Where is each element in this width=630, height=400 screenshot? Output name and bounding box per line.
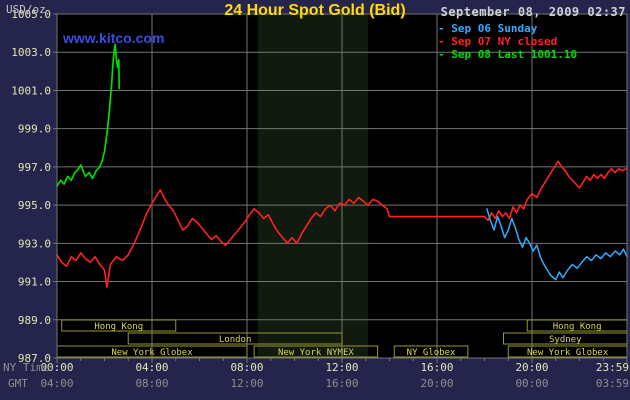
chart-timestamp: September 08, 2009 02:37 [440,5,626,19]
x-tick-label-ny: 12:00 [325,361,358,374]
session-box [61,319,177,332]
x-tick-label-gmt: 04:00 [40,377,73,390]
y-tick-label: 997.0 [18,161,51,174]
session-label: New York NYMEX [278,348,354,358]
y-tick-label: 995.0 [18,199,51,212]
x-tick-label-gmt: 08:00 [135,377,168,390]
session-label: Hong Kong [94,322,143,332]
y-tick-label: 991.0 [18,276,51,289]
plot-border [56,13,628,359]
y-tick-label: 1005.0 [11,8,51,21]
series-line-2 [56,43,121,187]
y-tick-label: 993.0 [18,237,51,250]
session-label: Sydney [549,335,582,345]
y-tick-label: 987.0 [18,352,51,365]
session-label: NY Globex [407,348,456,358]
y-tick-label: 1003.0 [11,46,51,59]
ny-time-caption: NY Time [3,361,49,374]
x-tick-label-ny: 00:00 [40,361,73,374]
chart-title: 24 Hour Spot Gold (Bid) [224,2,406,19]
session-box [393,345,469,358]
nymex-session-band [257,14,369,358]
x-tick-label-ny: 20:00 [515,361,548,374]
chart-legend: - Sep 06 Sunday - Sep 07 NY closed - Sep 0… [438,22,577,61]
y-tick-label: 1001.0 [11,84,51,97]
legend-item: - Sep 08 Last 1001.10 [438,48,578,61]
y-tick-label: 999.0 [18,123,51,136]
series-line-0 [56,160,627,289]
x-tick-label-gmt: 00:00 [515,377,548,390]
x-tick-label-gmt: 03:59 [596,377,629,390]
x-tick-label-ny: 04:00 [135,361,168,374]
session-label: New York Globex [527,348,609,358]
x-tick-label-gmt: 20:00 [420,377,453,390]
legend-item: - Sep 06 Sunday [438,22,538,35]
x-tick-label-ny: 23:59 [596,361,629,374]
x-tick-label-ny: 16:00 [420,361,453,374]
y-axis-unit-label: USD/oz [6,3,46,16]
x-tick-label-gmt: 12:00 [230,377,263,390]
x-tick-label-gmt: 16:00 [325,377,358,390]
session-label: Hong Kong [553,322,602,332]
y-tick-label: 989.0 [18,314,51,327]
kitco-watermark: www.kitco.com [63,30,165,46]
session-box [253,345,379,358]
session-label: London [219,335,252,345]
session-label: New York Globex [111,348,193,358]
session-box [127,332,343,345]
legend-item: - Sep 07 NY closed [438,35,558,48]
x-tick-label-ny: 08:00 [230,361,263,374]
series-line-1 [486,208,628,281]
gmt-caption: GMT [8,377,28,390]
